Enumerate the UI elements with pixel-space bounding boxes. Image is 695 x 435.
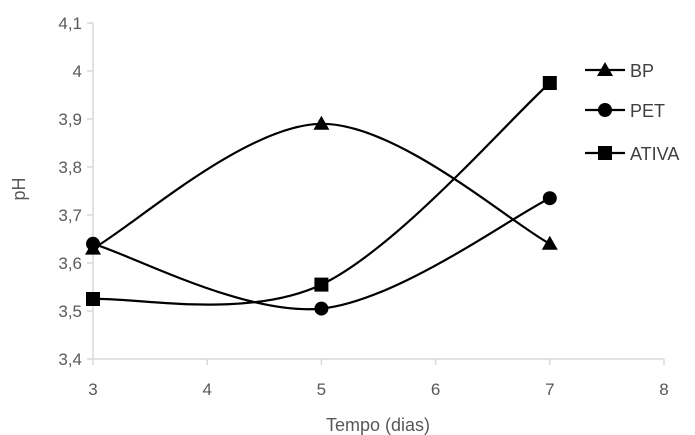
axes: 3,4 3,5 3,6 3,7 3,8 3,9 4 4,1 3 4 5 6 7 8 [58, 14, 668, 399]
data-point-pet [314, 301, 329, 316]
y-axis-title: pH [9, 177, 29, 200]
x-tick-label: 7 [545, 380, 554, 399]
legend-marker-pet [598, 103, 612, 117]
legend-marker-ativa [598, 146, 612, 160]
x-tick-label: 4 [202, 380, 211, 399]
legend: BP PET ATIVA [585, 61, 679, 164]
x-tick-label: 5 [317, 380, 326, 399]
legend-label-ativa: ATIVA [630, 144, 679, 164]
y-tick-label: 4 [73, 62, 82, 81]
data-point-ativa [542, 76, 557, 90]
data-point-ativa [86, 292, 100, 306]
x-tick-label: 6 [431, 380, 440, 399]
data-point-pet [86, 236, 100, 251]
y-tick-label: 3,9 [58, 110, 82, 129]
data-point-bp [313, 115, 330, 130]
legend-label-pet: PET [630, 101, 665, 121]
y-tick-label: 3,8 [58, 158, 82, 177]
legend-marker-bp [597, 62, 613, 76]
data-point-pet [542, 191, 557, 206]
series-line-bp [92, 122, 551, 250]
series-line-pet [92, 197, 551, 311]
legend-label-bp: BP [630, 61, 654, 81]
y-tick-label: 3,5 [58, 302, 82, 321]
x-tick-label: 3 [88, 380, 97, 399]
data-point-ativa [314, 277, 329, 292]
y-tick-label: 4,1 [58, 14, 82, 33]
y-tick-label: 3,4 [58, 350, 82, 369]
data-point-bp [541, 235, 558, 250]
series-layer [85, 76, 558, 316]
y-tick-label: 3,6 [58, 254, 82, 273]
y-tick-label: 3,7 [58, 206, 82, 225]
x-tick-label: 8 [659, 380, 668, 399]
x-axis-title: Tempo (dias) [326, 415, 430, 435]
